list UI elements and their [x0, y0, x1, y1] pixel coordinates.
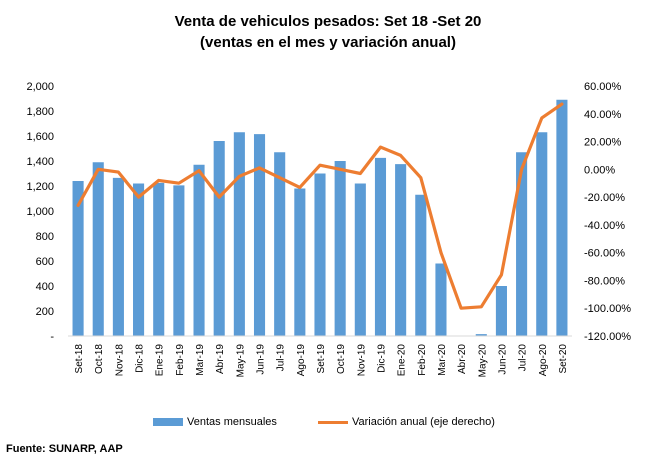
legend-label-ventas: Ventas mensuales [187, 416, 277, 428]
x-tick-label: Ene-19 [155, 344, 166, 377]
x-tick-label: Jul-19 [276, 344, 287, 372]
x-tick-label: Nov-19 [356, 344, 367, 377]
bar [112, 177, 124, 336]
legend-item-ventas: Ventas mensuales [153, 416, 277, 428]
y-left-tick-label: 200 [36, 306, 54, 318]
x-tick-label: May-19 [235, 344, 246, 378]
bar [435, 263, 447, 336]
bar [395, 164, 407, 336]
x-tick-label: Jun-19 [256, 344, 267, 375]
y-left-tick-label: 1,400 [26, 156, 54, 168]
x-tick-label: Feb-19 [175, 344, 186, 376]
x-tick-label: Set-19 [316, 344, 327, 374]
y-left-tick-label: 1,000 [26, 206, 54, 218]
chart-title: Venta de vehiculos pesados: Set 18 -Set … [174, 13, 482, 30]
y-right-tick-label: 20.00% [584, 137, 622, 149]
legend-swatch-bar [153, 418, 183, 426]
x-tick-label: Oct-18 [94, 344, 105, 374]
y-right-tick-label: -20.00% [584, 192, 625, 204]
y-left-tick-label: 600 [36, 256, 54, 268]
bar [374, 157, 387, 336]
x-tick-label: Set-18 [74, 344, 85, 374]
bar [274, 152, 286, 336]
legend-item-variacion: Variación anual (eje derecho) [318, 416, 495, 428]
bar [92, 162, 104, 336]
chart-subtitle: (ventas en el mes y variación anual) [200, 34, 456, 51]
y-right-tick-label: -60.00% [584, 248, 625, 260]
x-tick-label: Jun-20 [497, 344, 508, 375]
x-tick-label: Ene-20 [397, 344, 408, 377]
x-tick-label: Ago-19 [296, 344, 307, 377]
y-left-tick-label: 1,800 [26, 106, 54, 118]
bar [475, 334, 487, 336]
x-tick-label: Set-20 [558, 344, 569, 374]
bar [193, 164, 205, 336]
x-tick-label: Oct-19 [336, 344, 347, 374]
y-right-tick-label: 0.00% [584, 164, 615, 176]
bar [153, 182, 165, 336]
bar [213, 141, 225, 336]
x-tick-label: Dic-19 [376, 344, 387, 373]
y-right-tick-label: 60.00% [584, 81, 622, 93]
x-tick-label: Feb-20 [417, 344, 428, 376]
y-right-tick-label: -80.00% [584, 275, 625, 287]
x-tick-label: Dic-18 [135, 344, 146, 373]
x-tick-label: Mar-19 [195, 344, 206, 376]
y-left-tick-label: 800 [36, 231, 54, 243]
bar [354, 183, 366, 336]
x-tick-label: Mar-20 [437, 344, 448, 376]
legend-label-variacion: Variación anual (eje derecho) [352, 416, 495, 428]
bar [415, 194, 427, 336]
bar [294, 188, 306, 336]
bar [253, 134, 266, 336]
y-left-tick-label: 1,600 [26, 131, 54, 143]
bar [556, 99, 568, 336]
y-left-tick-label: 400 [36, 281, 54, 293]
source-note: Fuente: SUNARP, AAP [6, 443, 123, 455]
bar [314, 173, 326, 336]
y-right-tick-label: -100.00% [584, 303, 631, 315]
y-right-tick-label: -120.00% [584, 331, 631, 343]
x-tick-label: Abr-20 [457, 344, 468, 374]
y-left-tick-label: - [50, 331, 54, 343]
bar [133, 183, 145, 336]
bar [516, 152, 528, 336]
x-tick-label: Ago-20 [538, 344, 549, 377]
y-left-tick-label: 2,000 [26, 81, 54, 93]
bar [536, 132, 548, 336]
y-left-tick-label: 1,200 [26, 181, 54, 193]
bar [334, 161, 346, 336]
y-right-tick-label: 40.00% [584, 109, 622, 121]
x-tick-label: May-20 [477, 344, 488, 378]
bar [233, 132, 245, 336]
y-right-tick-label: -40.00% [584, 220, 625, 232]
bar [495, 286, 507, 336]
x-tick-label: Abr-19 [215, 344, 226, 374]
bar [173, 185, 185, 336]
bar [72, 181, 84, 336]
legend-swatch-line [318, 420, 348, 424]
x-tick-label: Jul-20 [518, 344, 529, 372]
x-tick-label: Nov-18 [114, 344, 125, 377]
